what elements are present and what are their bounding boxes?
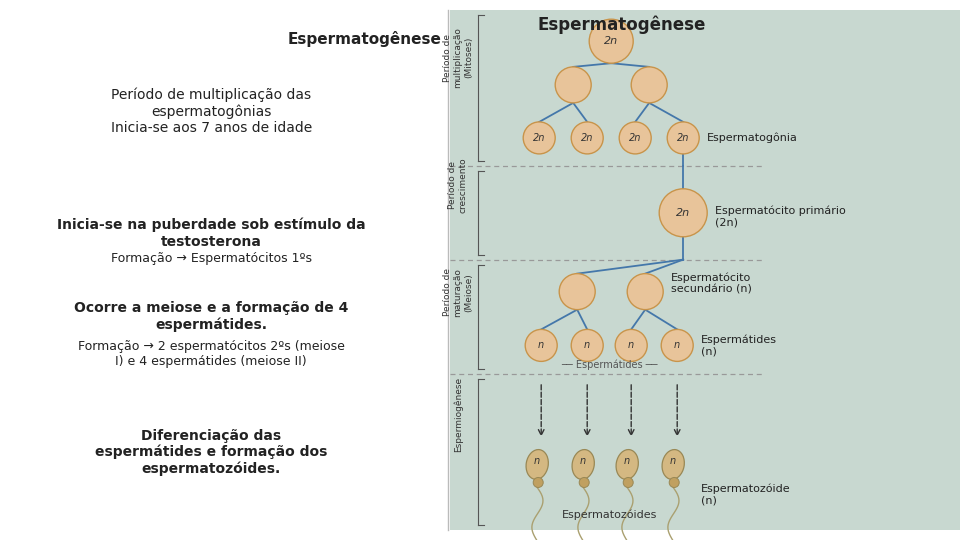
Text: n: n [580,456,587,467]
Text: 2n: 2n [677,133,689,143]
Text: 2n: 2n [604,36,618,46]
Text: Formação → 2 espermatócitos 2ºs (meiose
I) e 4 espermátides (meiose II): Formação → 2 espermatócitos 2ºs (meiose … [78,340,345,368]
Text: n: n [674,340,681,350]
Text: Espermatogênese: Espermatogênese [537,15,706,33]
Circle shape [533,477,543,488]
Circle shape [669,477,680,488]
Circle shape [661,329,693,361]
Text: Espermatócito
secundário (n): Espermatócito secundário (n) [671,273,752,295]
Text: Período de multiplicação das
espermatogônias
Inicia-se aos 7 anos de idade: Período de multiplicação das espermatogô… [110,88,312,136]
Text: Espermatozóides: Espermatozóides [562,510,657,520]
Text: n: n [539,340,544,350]
Text: 2n: 2n [629,133,641,143]
Text: n: n [624,456,631,467]
Circle shape [579,477,589,488]
Circle shape [632,67,667,103]
Circle shape [523,122,555,154]
Ellipse shape [616,450,638,480]
Bar [450,10,960,530]
Text: Espermatócito primário
(2n): Espermatócito primário (2n) [715,206,846,228]
Circle shape [589,19,634,63]
Text: n: n [670,456,676,467]
Text: Inicia-se na puberdade sob estímulo da
testosterona: Inicia-se na puberdade sob estímulo da t… [57,218,366,249]
Text: Espermatogênese: Espermatogênese [288,31,442,47]
Circle shape [667,122,699,154]
Text: Espermatogônia: Espermatogônia [708,133,798,143]
Text: Período de
maturação
(Meiose): Período de maturação (Meiose) [444,268,473,317]
Ellipse shape [526,450,548,480]
Circle shape [555,67,591,103]
Text: n: n [584,340,590,350]
Circle shape [627,274,663,309]
Text: 2n: 2n [581,133,593,143]
Circle shape [623,477,634,488]
Text: Espermatozóide
(n): Espermatozóide (n) [701,483,791,505]
Text: n: n [534,456,540,467]
Circle shape [525,329,557,361]
Circle shape [615,329,647,361]
Text: n: n [628,340,635,350]
Circle shape [571,122,603,154]
Circle shape [660,189,708,237]
Text: Período de
multiplicação
(Mitoses): Período de multiplicação (Mitoses) [444,27,473,88]
Text: ── Espermátides ──: ── Espermátides ── [561,360,658,370]
Text: Espermátides
(n): Espermátides (n) [701,334,778,356]
Circle shape [619,122,651,154]
Text: 2n: 2n [533,133,545,143]
Text: Diferenciação das
espermátides e formação dos
espermatozóides.: Diferenciação das espermátides e formaçã… [95,429,327,476]
Text: Formação → Espermatócitos 1ºs: Formação → Espermatócitos 1ºs [110,252,312,265]
Circle shape [571,329,603,361]
Ellipse shape [572,450,594,480]
Circle shape [559,274,595,309]
Text: Espermiogênese: Espermiogênese [453,377,463,452]
Text: Ocorre a meiose e a formação de 4
espermátides.: Ocorre a meiose e a formação de 4 esperm… [74,301,348,332]
Ellipse shape [662,450,684,480]
Text: Período de
crescimento: Período de crescimento [448,157,468,213]
Text: 2n: 2n [676,208,690,218]
